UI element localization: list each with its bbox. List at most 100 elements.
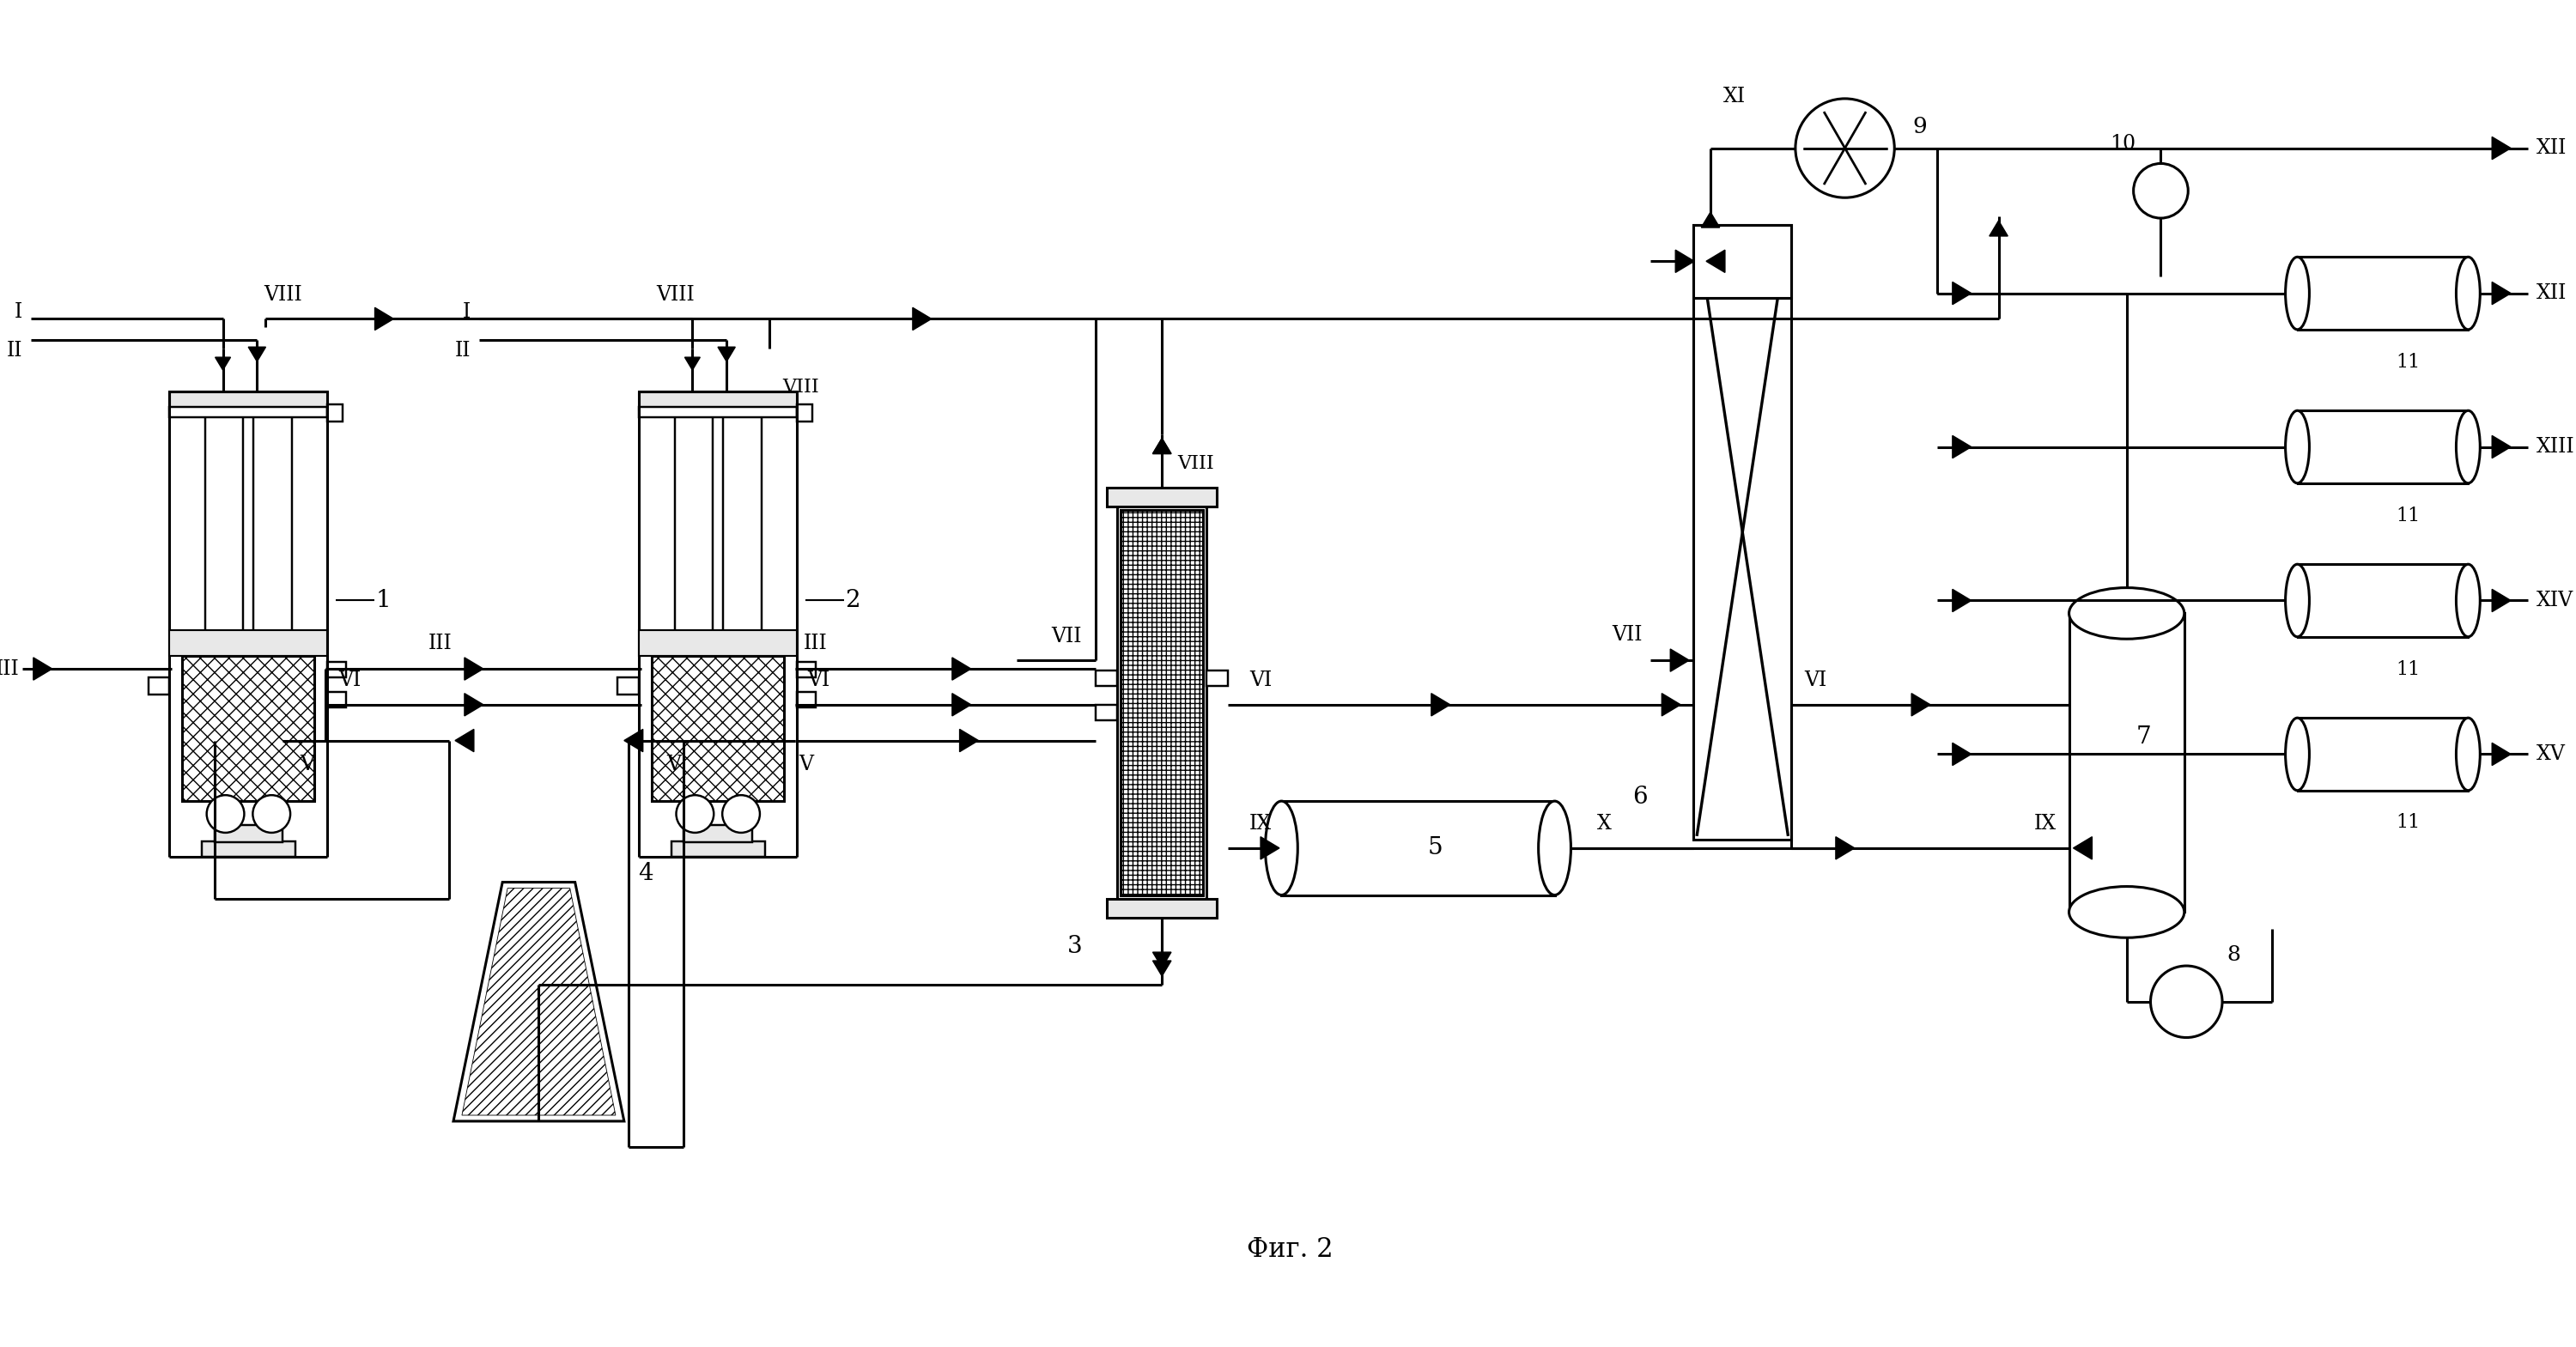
Circle shape	[2133, 163, 2187, 218]
Polygon shape	[961, 729, 979, 752]
Polygon shape	[1837, 836, 1855, 859]
Text: 2: 2	[845, 589, 860, 612]
Text: 7: 7	[2136, 726, 2151, 749]
Bar	[170, 407, 327, 418]
Text: 5: 5	[1427, 836, 1443, 859]
Bar	[683, 824, 752, 842]
Polygon shape	[1151, 438, 1172, 454]
Text: XIII: XIII	[2537, 436, 2576, 457]
Polygon shape	[1953, 744, 1971, 765]
Bar	[214, 824, 283, 842]
Bar	[796, 404, 811, 422]
Ellipse shape	[1265, 801, 1298, 894]
Bar	[1095, 671, 1118, 686]
Bar	[672, 842, 765, 857]
Bar	[327, 661, 345, 678]
Text: 9: 9	[1914, 116, 1927, 137]
Polygon shape	[953, 657, 971, 680]
Polygon shape	[1700, 213, 1721, 228]
Polygon shape	[1953, 435, 1971, 458]
Bar	[639, 630, 796, 656]
Text: II: II	[453, 341, 471, 360]
Bar	[327, 692, 345, 707]
Bar	[183, 656, 314, 801]
Text: VI: VI	[337, 671, 361, 691]
Polygon shape	[456, 729, 474, 752]
Text: VIII: VIII	[263, 286, 301, 304]
Bar	[652, 656, 783, 801]
Bar	[1206, 671, 1229, 686]
Bar	[796, 661, 817, 678]
Text: XIV: XIV	[2537, 590, 2573, 610]
Polygon shape	[1662, 694, 1680, 715]
Bar	[796, 692, 817, 707]
Polygon shape	[2491, 435, 2512, 458]
Ellipse shape	[2285, 718, 2308, 791]
Polygon shape	[2491, 137, 2512, 159]
Polygon shape	[33, 657, 52, 680]
Bar	[170, 630, 327, 656]
Text: 3: 3	[1066, 935, 1082, 958]
Polygon shape	[685, 357, 701, 370]
Text: VII: VII	[1613, 625, 1641, 644]
Polygon shape	[1432, 694, 1450, 715]
Text: X: X	[1597, 815, 1613, 834]
Text: VII: VII	[1051, 626, 1082, 647]
Text: VIII: VIII	[783, 377, 819, 396]
Bar	[1121, 511, 1203, 896]
Bar	[1121, 511, 1203, 896]
Bar	[1692, 225, 1790, 298]
Polygon shape	[2491, 589, 2512, 612]
Ellipse shape	[2285, 411, 2308, 484]
Text: 11: 11	[2396, 814, 2421, 832]
Text: V: V	[299, 754, 314, 775]
Text: IX: IX	[1249, 815, 1273, 834]
Polygon shape	[1705, 251, 1726, 272]
Polygon shape	[2491, 744, 2512, 765]
Polygon shape	[453, 882, 623, 1121]
Polygon shape	[912, 307, 933, 330]
Polygon shape	[247, 348, 265, 361]
Polygon shape	[1674, 251, 1695, 272]
Text: 4: 4	[639, 862, 654, 885]
Polygon shape	[1953, 282, 1971, 304]
Polygon shape	[953, 694, 971, 715]
Text: I: I	[15, 302, 23, 322]
Text: II: II	[5, 341, 23, 360]
Bar	[183, 656, 314, 801]
Ellipse shape	[1538, 801, 1571, 894]
Bar	[724, 408, 762, 652]
Text: VI: VI	[1803, 671, 1826, 691]
Polygon shape	[1151, 960, 1172, 977]
Polygon shape	[461, 888, 616, 1115]
Bar	[652, 656, 783, 801]
Bar	[2069, 613, 2184, 912]
Circle shape	[252, 795, 291, 832]
Text: III: III	[0, 659, 21, 679]
Ellipse shape	[2455, 718, 2481, 791]
Text: XII: XII	[2537, 283, 2566, 303]
Bar	[1108, 488, 1216, 506]
Polygon shape	[1260, 836, 1280, 859]
Text: III: III	[428, 633, 453, 653]
Bar	[2298, 257, 2468, 330]
Bar	[1280, 801, 1556, 894]
Text: 6: 6	[1633, 785, 1649, 808]
Ellipse shape	[2069, 587, 2184, 638]
Bar	[2298, 411, 2468, 484]
Ellipse shape	[2455, 411, 2481, 484]
Bar	[1108, 900, 1216, 919]
Circle shape	[2151, 966, 2223, 1037]
Polygon shape	[719, 348, 734, 361]
Bar	[2298, 564, 2468, 637]
Text: 11: 11	[2396, 660, 2421, 679]
Bar	[618, 678, 639, 695]
Bar	[327, 404, 343, 422]
Bar	[1692, 225, 1790, 839]
Ellipse shape	[2285, 564, 2308, 637]
Text: V: V	[667, 754, 683, 775]
Bar	[201, 842, 296, 857]
Text: 11: 11	[2396, 506, 2421, 525]
Polygon shape	[1911, 694, 1929, 715]
Bar	[1118, 506, 1206, 900]
